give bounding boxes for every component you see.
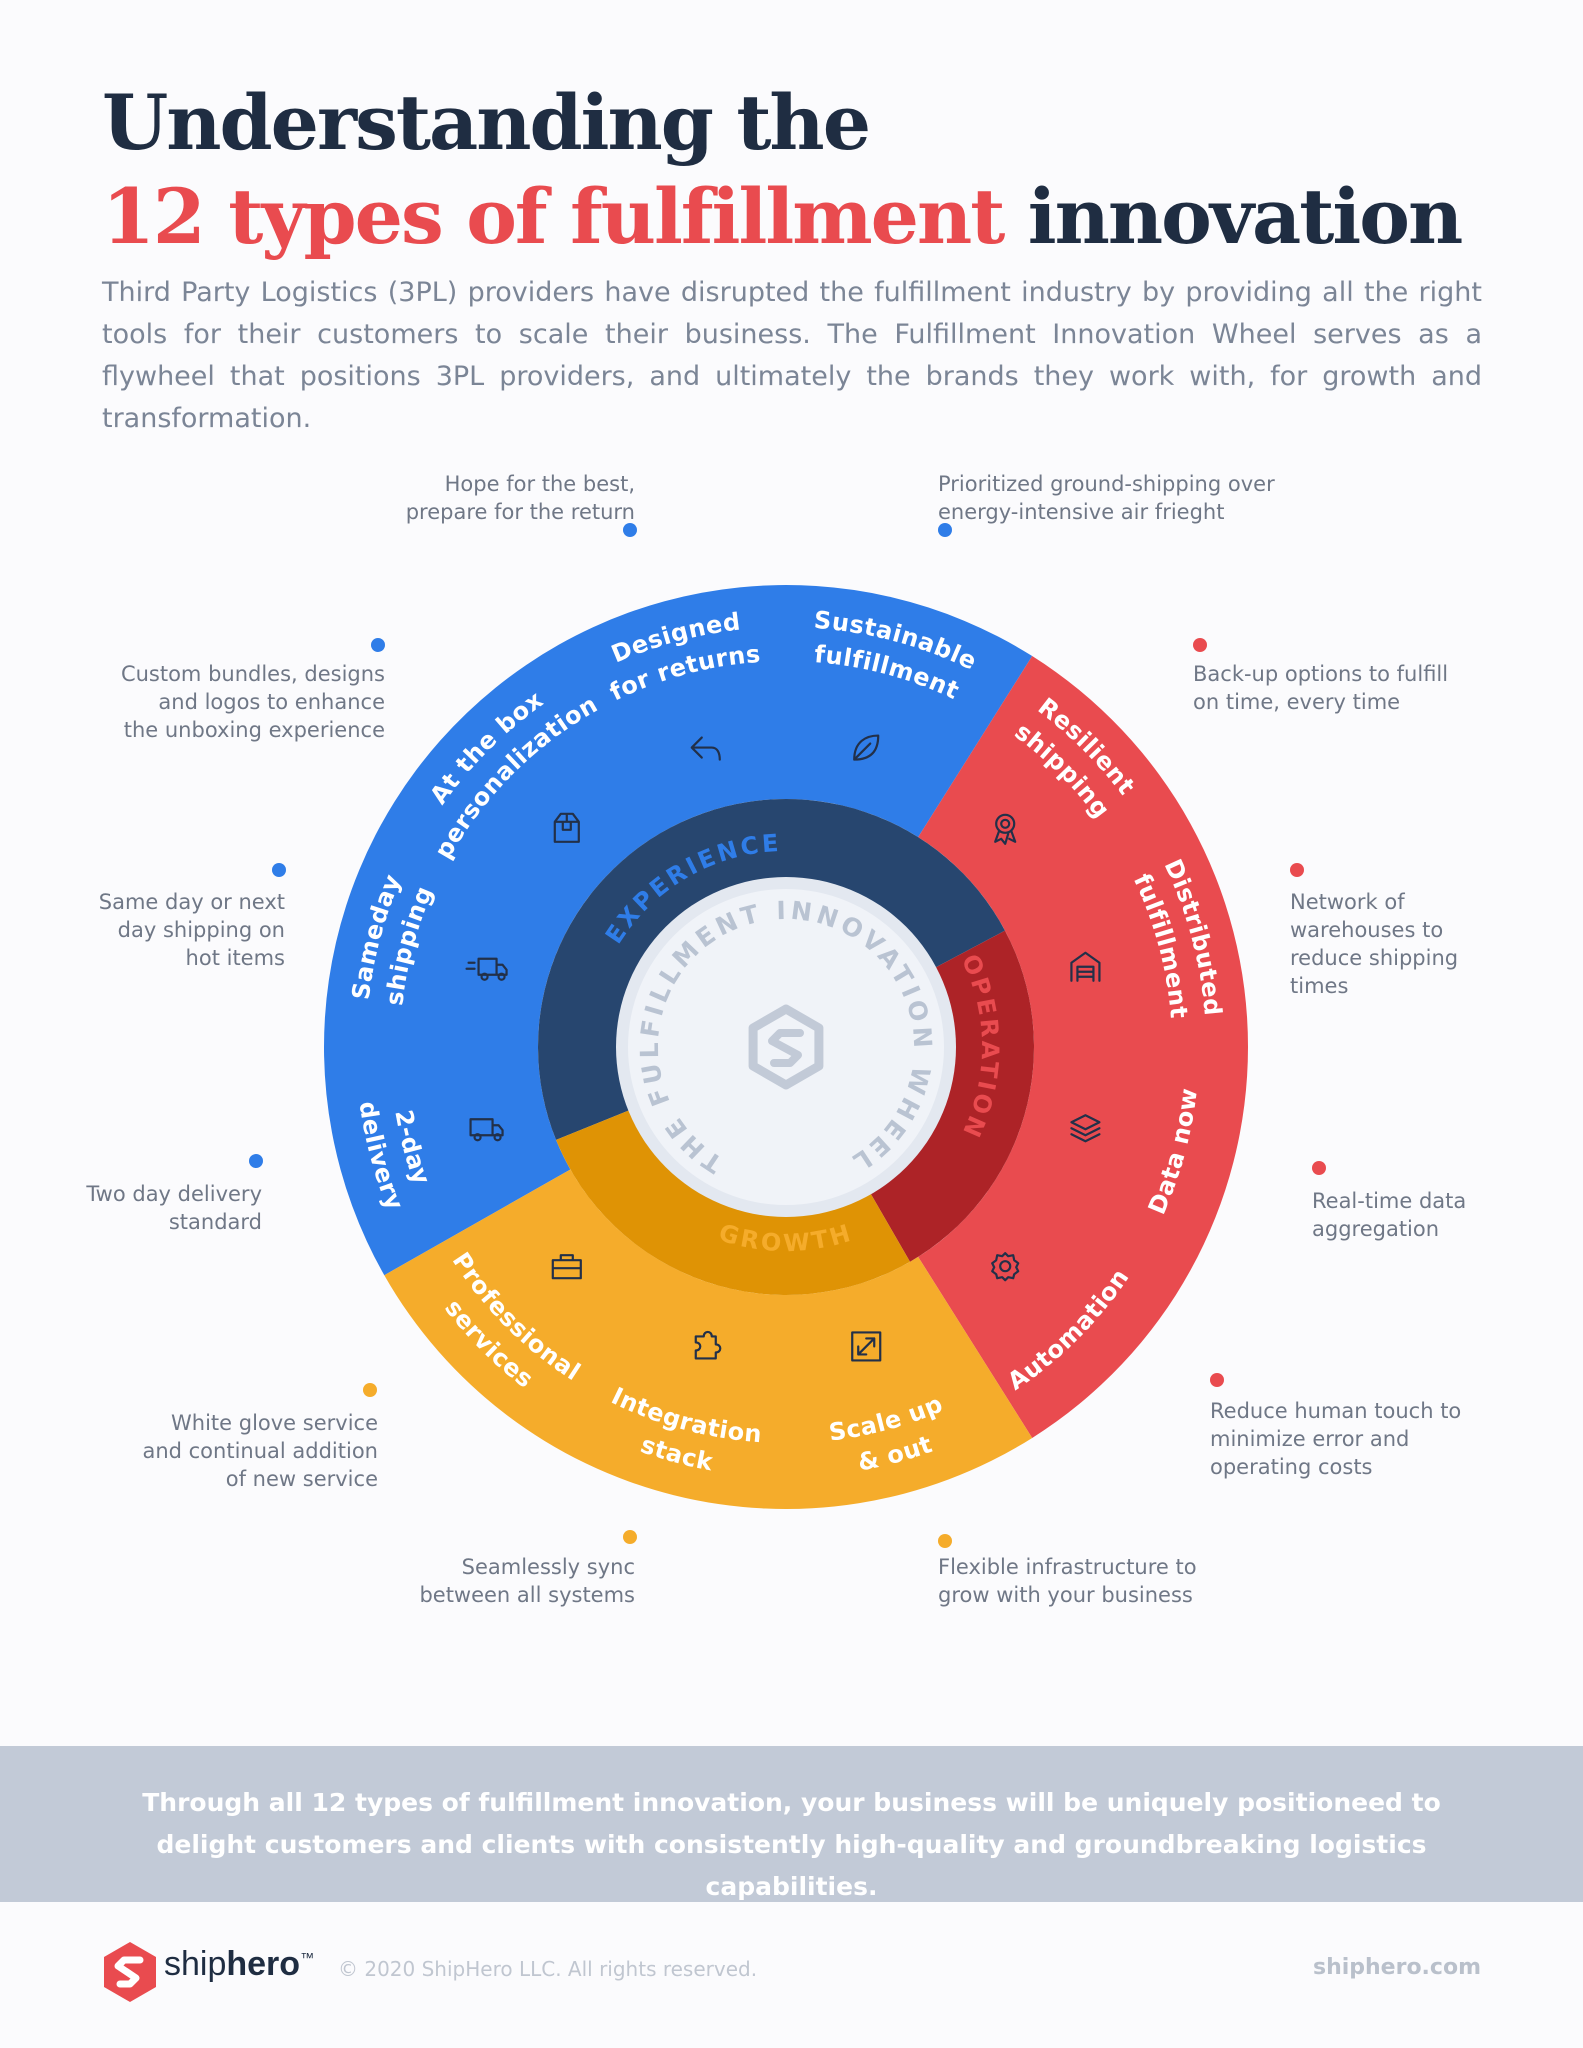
- note-dot-6: [623, 1530, 637, 1544]
- title-rest: innovation: [1027, 172, 1463, 261]
- leaf-icon: [853, 734, 880, 761]
- fast-truck-icon: [465, 957, 508, 981]
- fulfillment-innovation-wheel: THE FULFILLMENT INNOVATION WHEELEXPERIEN…: [324, 585, 1249, 1509]
- footer-copyright: © 2020 ShipHero LLC. All rights reserved…: [338, 1957, 758, 1981]
- segment-note-4: Reduce human touch to minimize error and o…: [1210, 1399, 1462, 1479]
- segment-note-1: Back-up options to fulfill on time, every…: [1193, 662, 1449, 714]
- segment-note-8: Two day delivery standard: [86, 1182, 262, 1234]
- operation-inner-ring: [870, 930, 1034, 1262]
- note-dot-10: [371, 638, 385, 652]
- note-dot-3: [1312, 1161, 1326, 1175]
- intro-paragraph: Third Party Logistics (3PL) providers ha…: [102, 277, 1482, 434]
- footer-brand: shiphero™: [164, 1945, 315, 1983]
- page-title-line2: 12 types of fulfillment innovation: [102, 172, 1463, 261]
- footer-url[interactable]: shiphero.com: [1312, 1955, 1481, 1980]
- title-highlight: 12 types of fulfillment: [102, 172, 1005, 261]
- segment-note-7: White glove service and continual additio…: [142, 1411, 378, 1491]
- note-dot-0: [938, 523, 952, 537]
- box-icon: [553, 812, 580, 843]
- note-dot-8: [249, 1154, 263, 1168]
- layers-icon: [1070, 1114, 1101, 1143]
- growth-outer-ring: [384, 1169, 1033, 1509]
- segment-note-10: Custom bundles, designs and logos to enha…: [120, 662, 385, 742]
- note-dot-9: [272, 863, 286, 877]
- award-icon: [994, 813, 1017, 845]
- segment-note-5: Flexible infrastructure to grow with your…: [938, 1555, 1197, 1607]
- note-dot-5: [938, 1534, 952, 1548]
- segment-note-0: Prioritized ground-shipping over energy-i…: [938, 472, 1275, 524]
- truck-icon: [469, 1118, 504, 1142]
- note-dot-1: [1193, 638, 1207, 652]
- segment-note-3: Real-time data aggregation: [1312, 1189, 1467, 1241]
- banner-text: Through all 12 types of fulfillment inno…: [142, 1788, 1441, 1901]
- segment-note-11: Hope for the best, prepare for the return: [405, 472, 635, 524]
- operation-outer-ring: [918, 656, 1249, 1438]
- warehouse-icon: [1070, 951, 1101, 982]
- experience-inner-ring: [538, 799, 1005, 1140]
- segment-note-6: Seamlessly sync between all systems: [419, 1555, 635, 1607]
- growth-inner-ring: [556, 1109, 910, 1295]
- shiphero-logo-icon: [104, 1942, 156, 2002]
- page-title-line1: Understanding the: [102, 78, 871, 167]
- note-dot-7: [363, 1383, 377, 1397]
- note-dot-4: [1210, 1373, 1224, 1387]
- note-dot-2: [1290, 863, 1304, 877]
- puzzle-icon: [694, 1330, 722, 1360]
- return-arrow-icon: [690, 736, 721, 761]
- segment-note-9: Same day or next day shipping on hot items: [98, 890, 285, 970]
- summary-banner: Through all 12 types of fulfillment inno…: [0, 1746, 1583, 1902]
- segment-note-2: Network of warehouses to reduce shipping ti…: [1290, 890, 1459, 998]
- briefcase-icon: [551, 1254, 582, 1280]
- note-dot-11: [623, 523, 637, 537]
- gear-icon: [991, 1252, 1020, 1282]
- center-logo-icon: [748, 1004, 824, 1090]
- expand-icon: [851, 1331, 882, 1362]
